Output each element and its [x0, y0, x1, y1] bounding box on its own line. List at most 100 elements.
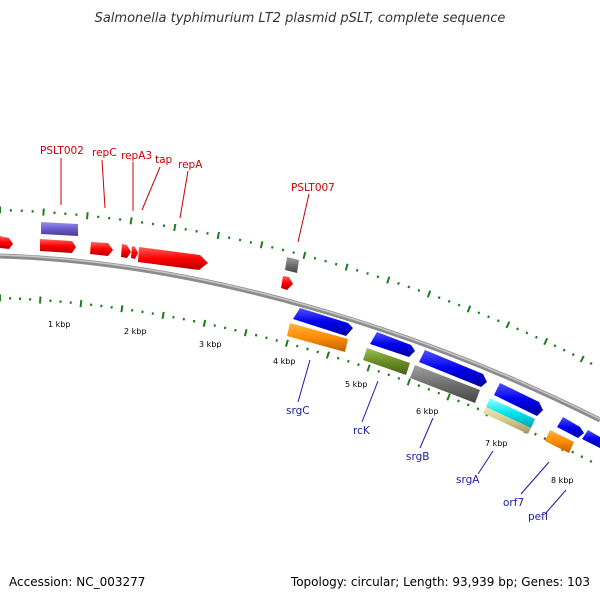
gene-arrow-pefi — [582, 430, 600, 448]
gene-block-rck-olive — [363, 348, 410, 375]
bottom-label-leaders — [297, 359, 567, 515]
outer-ring-minor-tick — [292, 251, 295, 255]
gene-arrow-pslt002 — [40, 239, 76, 253]
gene-label-orf7: orf7 — [503, 497, 524, 509]
inner-ring-major-tick — [161, 311, 165, 319]
gene-label-repa: repA — [178, 159, 203, 171]
gene-label-repc: repC — [92, 147, 117, 159]
inner-ring-minor-tick — [534, 432, 537, 436]
top-gene-labels: PSLT002 repC repA3 tap repA PSLT007 — [40, 145, 335, 194]
kbp-label-2: 2 kbp — [124, 327, 146, 336]
gene-arrow-orf7 — [557, 417, 584, 438]
inner-ring-minor-tick — [357, 363, 360, 367]
outer-ring-minor-tick — [447, 299, 451, 303]
gene-label-rck: rcK — [353, 425, 371, 437]
outer-ring-major-tick — [543, 337, 549, 346]
inner-ring-minor-tick — [265, 336, 268, 340]
outer-ring-minor-tick — [525, 331, 529, 335]
outer-ring-major-tick — [86, 212, 89, 220]
outer-ring-minor-tick — [417, 288, 421, 292]
kbp-label-7: 7 kbp — [485, 439, 507, 448]
gene-block-pslt007 — [285, 257, 299, 273]
outer-ring-minor-tick — [457, 303, 461, 307]
gene-block-srgb-gray — [410, 365, 480, 403]
gene-label-repa3: repA3 — [121, 150, 152, 162]
inner-ring-minor-tick — [316, 350, 320, 354]
outer-ring-minor-tick — [249, 240, 253, 244]
outer-ring-minor-tick — [355, 268, 359, 272]
inner-tick-ring — [0, 294, 593, 463]
kbp-label-5: 5 kbp — [345, 380, 367, 389]
inner-ring-major-tick — [446, 393, 451, 401]
inner-ring-major-tick — [39, 296, 42, 304]
inner-ring-minor-tick — [213, 324, 216, 327]
kbp-label-3: 3 kbp — [199, 340, 221, 349]
gene-arrow-repa3 — [121, 244, 131, 258]
outer-ring-major-tick — [42, 208, 45, 216]
gene-arrow-srgb — [419, 350, 487, 387]
gene-arrow-pslt001 — [0, 236, 13, 249]
gene-arrow-rck — [370, 332, 415, 357]
gene-label-srgc: srgC — [286, 405, 310, 417]
outer-ring-minor-tick — [553, 344, 557, 348]
outer-ring-minor-tick — [397, 281, 400, 285]
gene-block-srga-khaki — [483, 407, 531, 434]
outer-ring-major-tick — [129, 217, 133, 225]
outer-ring-minor-tick — [227, 236, 231, 240]
inner-ring-minor-tick — [476, 407, 480, 411]
outer-ring-minor-tick — [324, 259, 327, 263]
inner-ring-minor-tick — [466, 403, 470, 407]
outer-ring-minor-tick — [534, 335, 538, 339]
inner-ring-minor-tick — [543, 437, 547, 441]
inner-ring-minor-tick — [275, 339, 278, 342]
outer-ring-minor-tick — [313, 256, 317, 260]
top-label-leaders — [60, 158, 310, 243]
accession-text: Accession: NC_003277 — [9, 575, 146, 589]
gene-arrow-srgc — [293, 308, 353, 336]
inner-ring-minor-tick — [306, 347, 309, 351]
outer-ring-major-tick — [386, 276, 391, 284]
inner-ring-minor-tick — [437, 391, 441, 395]
outer-ring-major-tick — [302, 251, 307, 260]
gene-label-srgb: srgB — [406, 451, 429, 463]
gene-arrow-pslt008 — [281, 276, 293, 290]
outer-ring-minor-tick — [407, 285, 411, 289]
inner-ring-major-tick — [120, 305, 124, 313]
outer-tick-ring — [0, 206, 593, 365]
kbp-label-1: 1 kbp — [48, 320, 70, 329]
outer-ring-minor-tick — [562, 348, 566, 352]
inner-ring-major-tick — [366, 364, 371, 372]
plasmid-backbone — [0, 253, 600, 423]
gene-arrow-repc — [90, 242, 113, 256]
inner-ring-minor-tick — [571, 450, 575, 454]
forward-strand-features — [0, 222, 299, 290]
outer-ring-minor-tick — [487, 315, 490, 319]
outer-ring-minor-tick — [271, 245, 274, 249]
map-title: Salmonella typhimurium LT2 plasmid pSLT,… — [95, 11, 506, 26]
outer-ring-minor-tick — [334, 262, 338, 266]
outer-ring-major-tick — [579, 355, 585, 363]
inner-ring-minor-tick — [254, 333, 258, 337]
reverse-strand-features — [287, 308, 600, 453]
outer-ring-major-tick — [216, 231, 220, 240]
outer-ring-major-tick — [426, 290, 432, 298]
gene-label-pslt002: PSLT002 — [40, 145, 84, 157]
inner-ring-minor-tick — [397, 376, 401, 380]
gene-label-pslt007: PSLT007 — [291, 182, 335, 194]
inner-ring-major-tick — [243, 329, 248, 337]
inner-ring-minor-tick — [234, 328, 237, 332]
gene-label-tap: tap — [155, 154, 173, 166]
inner-ring-major-tick — [325, 351, 330, 359]
inner-ring-minor-tick — [377, 369, 381, 373]
gene-arrow-repa — [138, 247, 208, 270]
inner-ring-minor-tick — [336, 356, 340, 360]
gene-block-orf7-orange — [545, 430, 574, 453]
outer-ring-minor-tick — [437, 296, 441, 300]
inner-ring-minor-tick — [457, 399, 460, 403]
plasmid-backbone-highlight — [0, 254, 600, 420]
outer-ring-major-tick — [259, 241, 264, 249]
outer-ring-major-tick — [173, 223, 177, 232]
outer-ring-major-tick — [505, 321, 511, 329]
gene-block-srgc-orange — [287, 323, 348, 352]
inner-ring-minor-tick — [295, 344, 299, 348]
